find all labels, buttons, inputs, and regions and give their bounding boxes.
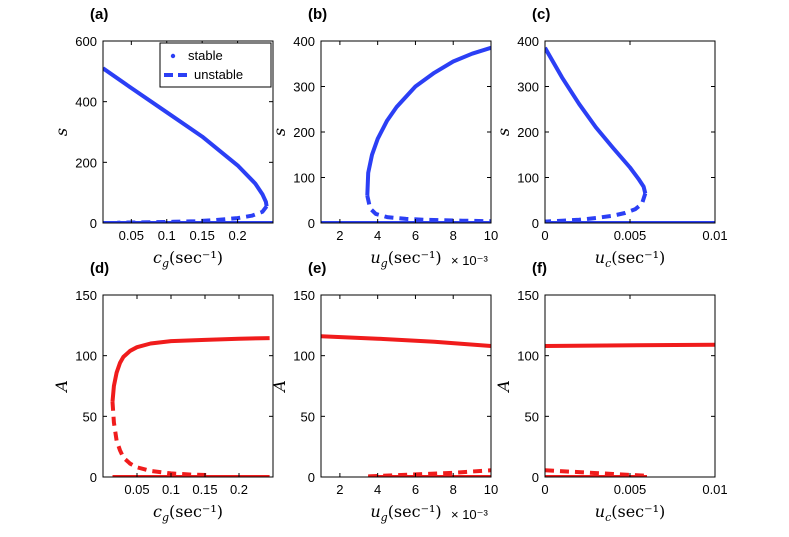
- y-axis-label: s: [270, 128, 289, 136]
- y-tick-label: 200: [293, 125, 315, 140]
- panel-label: (c): [532, 6, 550, 23]
- series-stable-line: [321, 334, 491, 348]
- series-unstable-line: [110, 401, 212, 477]
- panel-label: (f): [532, 260, 547, 277]
- x-tick-label: 8: [450, 482, 457, 497]
- panel-d: 0.05 0.1 0.15 0.2 0 50 100 150 (d) Acg(sec⁻¹): [52, 260, 274, 524]
- x-tick-label: 4: [374, 228, 381, 243]
- y-tick-label: 100: [293, 349, 315, 364]
- series-unstable-line: [117, 205, 269, 223]
- series-stable-line: [110, 336, 270, 402]
- y-tick-label: 50: [525, 409, 539, 424]
- axes-frame: [320, 294, 492, 478]
- y-tick-label: 150: [75, 288, 97, 303]
- series-unstable-line: [365, 195, 491, 223]
- y-tick-label: 0: [308, 470, 315, 485]
- x-tick-label: 0.01: [702, 482, 727, 497]
- panel-label: (d): [90, 260, 109, 277]
- y-tick-label: 50: [83, 409, 97, 424]
- x-tick-label: 0.05: [119, 228, 144, 243]
- y-axis-label: s: [52, 128, 71, 136]
- axes-frame: [102, 294, 274, 478]
- legend-box: [159, 42, 272, 88]
- x-axis-label: uc(sec⁻¹): [595, 502, 665, 524]
- y-tick-label: 100: [517, 171, 539, 186]
- x-tick-label: 8: [450, 228, 457, 243]
- axes-frame: [320, 40, 492, 224]
- x-tick-label: 6: [412, 482, 419, 497]
- y-axis-label: A: [270, 380, 289, 394]
- series-stable-line: [545, 342, 715, 348]
- x-tick-label: 0.2: [230, 482, 248, 497]
- y-axis-label: s: [494, 128, 513, 136]
- x-tick-label: 0: [541, 482, 548, 497]
- y-tick-label: 0: [90, 216, 97, 231]
- x-tick-label: 0.15: [192, 482, 217, 497]
- panel-label: (b): [308, 6, 327, 23]
- x-tick-label: 10: [484, 228, 498, 243]
- x-tick-label: 0.1: [162, 482, 180, 497]
- axes-frame: [102, 40, 274, 224]
- y-tick-label: 0: [308, 216, 315, 231]
- x-axis-label: uc(sec⁻¹): [595, 248, 665, 270]
- y-axis-label: A: [494, 380, 513, 394]
- y-tick-label: 200: [517, 125, 539, 140]
- y-tick-label: 100: [293, 171, 315, 186]
- axes-frame: [544, 294, 716, 478]
- x-tick-label: 0.1: [158, 228, 176, 243]
- x-tick-label: 0.005: [614, 482, 647, 497]
- y-tick-label: 400: [75, 95, 97, 110]
- y-tick-label: 400: [517, 34, 539, 49]
- legend-stable-label: stable: [188, 48, 223, 63]
- y-tick-label: 200: [75, 155, 97, 170]
- series-stable-line: [365, 45, 491, 196]
- y-tick-label: 100: [75, 349, 97, 364]
- y-tick-label: 50: [301, 409, 315, 424]
- x-tick-label: 2: [336, 482, 343, 497]
- x-tick-label: 0.005: [614, 228, 647, 243]
- y-axis-label: A: [52, 380, 71, 394]
- y-tick-label: 0: [90, 470, 97, 485]
- x-tick-label: 6: [412, 228, 419, 243]
- series-unstable-line: [545, 468, 648, 477]
- legend-stable-marker: [170, 53, 176, 59]
- x-axis-label: cg(sec⁻¹): [153, 502, 223, 524]
- series-stable-line: [545, 46, 648, 194]
- x-tick-label: 2: [336, 228, 343, 243]
- y-tick-label: 0: [532, 216, 539, 231]
- x-axis-label: cg(sec⁻¹): [153, 248, 223, 270]
- panel-a: 0.05 0.1 0.15 0.2 0 200 400 600 (a) s cg(sec⁻¹) sta…: [52, 6, 274, 270]
- axes-frame: [544, 40, 716, 224]
- x-tick-label: 0.05: [124, 482, 149, 497]
- x-axis-multiplier: × 10⁻³: [451, 507, 489, 522]
- x-tick-label: 0: [541, 228, 548, 243]
- panel-c: 0 0.005 0.01 0 100 200 300 400 (c) s uc(sec⁻¹): [494, 6, 728, 270]
- x-axis-label: ug(sec⁻¹): [370, 248, 441, 270]
- x-tick-label: 4: [374, 482, 381, 497]
- legend-unstable-label: unstable: [194, 67, 243, 82]
- y-tick-label: 0: [532, 470, 539, 485]
- panel-f: 0 0.005 0.01 0 50 100 150 (f) Auc(sec⁻¹): [494, 260, 728, 524]
- x-tick-label: 0.01: [702, 228, 727, 243]
- series-unstable-line: [545, 192, 648, 223]
- series-stable-line: [103, 66, 269, 207]
- x-tick-label: 0.15: [190, 228, 215, 243]
- y-tick-label: 300: [293, 80, 315, 95]
- y-tick-label: 400: [293, 34, 315, 49]
- panel-label: (e): [308, 260, 326, 277]
- y-tick-label: 600: [75, 34, 97, 49]
- y-tick-label: 100: [517, 349, 539, 364]
- x-tick-label: 0.2: [229, 228, 247, 243]
- x-axis-label: ug(sec⁻¹): [370, 502, 441, 524]
- x-axis-multiplier: × 10⁻³: [451, 253, 489, 268]
- panel-label: (a): [90, 6, 108, 23]
- y-tick-label: 150: [293, 288, 315, 303]
- y-tick-label: 150: [517, 288, 539, 303]
- legend: stable unstable: [159, 42, 272, 88]
- y-tick-label: 300: [517, 80, 539, 95]
- x-tick-label: 10: [484, 482, 498, 497]
